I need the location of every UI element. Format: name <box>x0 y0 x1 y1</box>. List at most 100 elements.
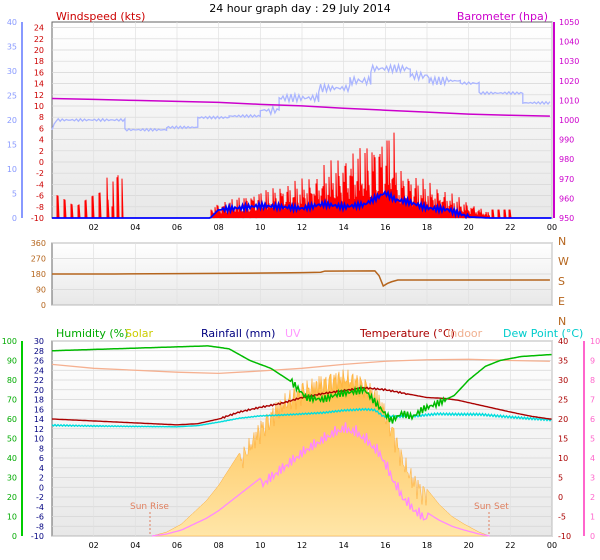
wind-inner-tick-label: 20 <box>34 46 44 55</box>
rain-tick-label: 24 <box>34 366 44 375</box>
temp-tick-label: 10 <box>558 454 568 463</box>
temp-tick-label: -10 <box>558 532 571 541</box>
rain-tick-label: -4 <box>36 503 44 512</box>
temp-tick-label: 25 <box>558 396 568 405</box>
temp-tick-label: 40 <box>558 337 568 346</box>
humidity-tick-label: 60 <box>7 415 17 424</box>
humidity-tick-label: 30 <box>7 474 17 483</box>
x-tick-label: 08 <box>214 541 224 550</box>
direction-tick-label: 180 <box>31 270 46 279</box>
x-tick-label: 20 <box>464 541 474 550</box>
temp-tick-label: 35 <box>558 357 568 366</box>
wind-inner-tick-label: 4 <box>39 136 44 145</box>
humidity-tick-label: 20 <box>7 493 17 502</box>
direction-tick-label: 0 <box>41 301 46 310</box>
x-tick-label: 04 <box>130 541 140 550</box>
x-tick-label: 04 <box>130 223 140 232</box>
rain-tick-label: 26 <box>34 357 44 366</box>
compass-label: N <box>558 235 566 248</box>
x-tick-label: 06 <box>172 541 182 550</box>
x-tick-label: 18 <box>422 541 432 550</box>
x-tick-label: 22 <box>505 541 515 550</box>
humidity-tick-label: 100 <box>2 337 17 346</box>
wind-outer-tick-label: 30 <box>7 67 17 76</box>
uv-tick-label: 5 <box>590 435 595 444</box>
wind-inner-tick-label: -10 <box>31 214 44 223</box>
rain-tick-label: 6 <box>39 454 44 463</box>
humidity-tick-label: 50 <box>7 435 17 444</box>
rain-tick-label: 14 <box>34 415 44 424</box>
x-tick-label: 10 <box>255 223 265 232</box>
windspeed-label: Windspeed (kts) <box>56 10 145 23</box>
dewpoint-line <box>51 407 553 428</box>
rain-tick-label: 8 <box>39 444 44 453</box>
baro-tick-label: 990 <box>559 136 574 145</box>
temp-tick-label: 0 <box>558 493 563 502</box>
barometer-line <box>51 97 550 117</box>
uv-tick-label: 0 <box>590 532 595 541</box>
rain-tick-label: 12 <box>34 425 44 434</box>
wind-inner-tick-label: 14 <box>34 80 44 89</box>
x-tick-label: 02 <box>89 223 99 232</box>
uv-tick-label: 3 <box>590 474 595 483</box>
compass-label: W <box>558 255 569 268</box>
uv-line <box>151 422 490 537</box>
temp-tick-label: -5 <box>558 513 566 522</box>
baro-tick-label: 1010 <box>559 96 579 105</box>
wind-direction-line <box>52 270 550 288</box>
temperature-line <box>51 386 552 426</box>
humidity-tick-label: 10 <box>7 513 17 522</box>
baro-tick-label: 1030 <box>559 57 579 66</box>
barometer-label: Barometer (hpa) <box>457 10 548 23</box>
rain-tick-label: 18 <box>34 396 44 405</box>
rain-tick-label: 22 <box>34 376 44 385</box>
wind-outer-tick-label: 10 <box>7 165 17 174</box>
rain-tick-label: 20 <box>34 386 44 395</box>
x-tick-label: 02 <box>89 541 99 550</box>
indoor-line <box>51 358 550 375</box>
x-tick-label: 14 <box>339 541 349 550</box>
solar-area <box>151 369 490 537</box>
wind-inner-tick-label: 24 <box>34 24 44 33</box>
rain-tick-label: 0 <box>39 483 44 492</box>
rainfall-label: Rainfall (mm) <box>201 327 275 340</box>
axis-wind-line <box>51 62 551 133</box>
x-tick-label: 12 <box>297 223 307 232</box>
uv-label: UV <box>285 327 301 340</box>
uv-tick-label: 4 <box>590 454 595 463</box>
avg-wind-line <box>52 189 552 220</box>
wind-inner-tick-label: -2 <box>36 169 44 178</box>
graph-title: 24 hour graph day : 29 July 2014 <box>209 2 391 15</box>
uv-tick-label: 9 <box>590 357 595 366</box>
dewpoint-label: Dew Point (°C) <box>503 327 583 340</box>
temp-tick-label: 20 <box>558 415 568 424</box>
wind-inner-tick-label: -6 <box>36 192 44 201</box>
baro-tick-label: 1050 <box>559 18 579 27</box>
x-tick-label: 00 <box>547 223 557 232</box>
uv-tick-label: 1 <box>590 513 595 522</box>
baro-tick-label: 1040 <box>559 38 579 47</box>
uv-tick-label: 6 <box>590 415 595 424</box>
rain-tick-label: -10 <box>31 532 44 541</box>
x-tick-label: 12 <box>297 541 307 550</box>
humidity-label: Humidity (%) <box>56 327 128 340</box>
x-tick-label: 18 <box>422 223 432 232</box>
direction-tick-label: 270 <box>31 255 46 264</box>
baro-tick-label: 950 <box>559 214 574 223</box>
compass-label: S <box>558 275 565 288</box>
humidity-tick-label: 80 <box>7 376 17 385</box>
rain-tick-label: 10 <box>34 435 44 444</box>
wind-inner-tick-label: 6 <box>39 124 44 133</box>
uv-tick-label: 2 <box>590 493 595 502</box>
temp-tick-label: 15 <box>558 435 568 444</box>
temp-tick-label: 30 <box>558 376 568 385</box>
x-tick-label: 00 <box>547 541 557 550</box>
wind-outer-tick-label: 0 <box>12 214 17 223</box>
baro-tick-label: 1020 <box>559 77 579 86</box>
wind-inner-tick-label: -4 <box>36 180 44 189</box>
solar-label: Solar <box>125 327 154 340</box>
wind-inner-tick-label: 8 <box>39 113 44 122</box>
x-tick-label: 06 <box>172 223 182 232</box>
